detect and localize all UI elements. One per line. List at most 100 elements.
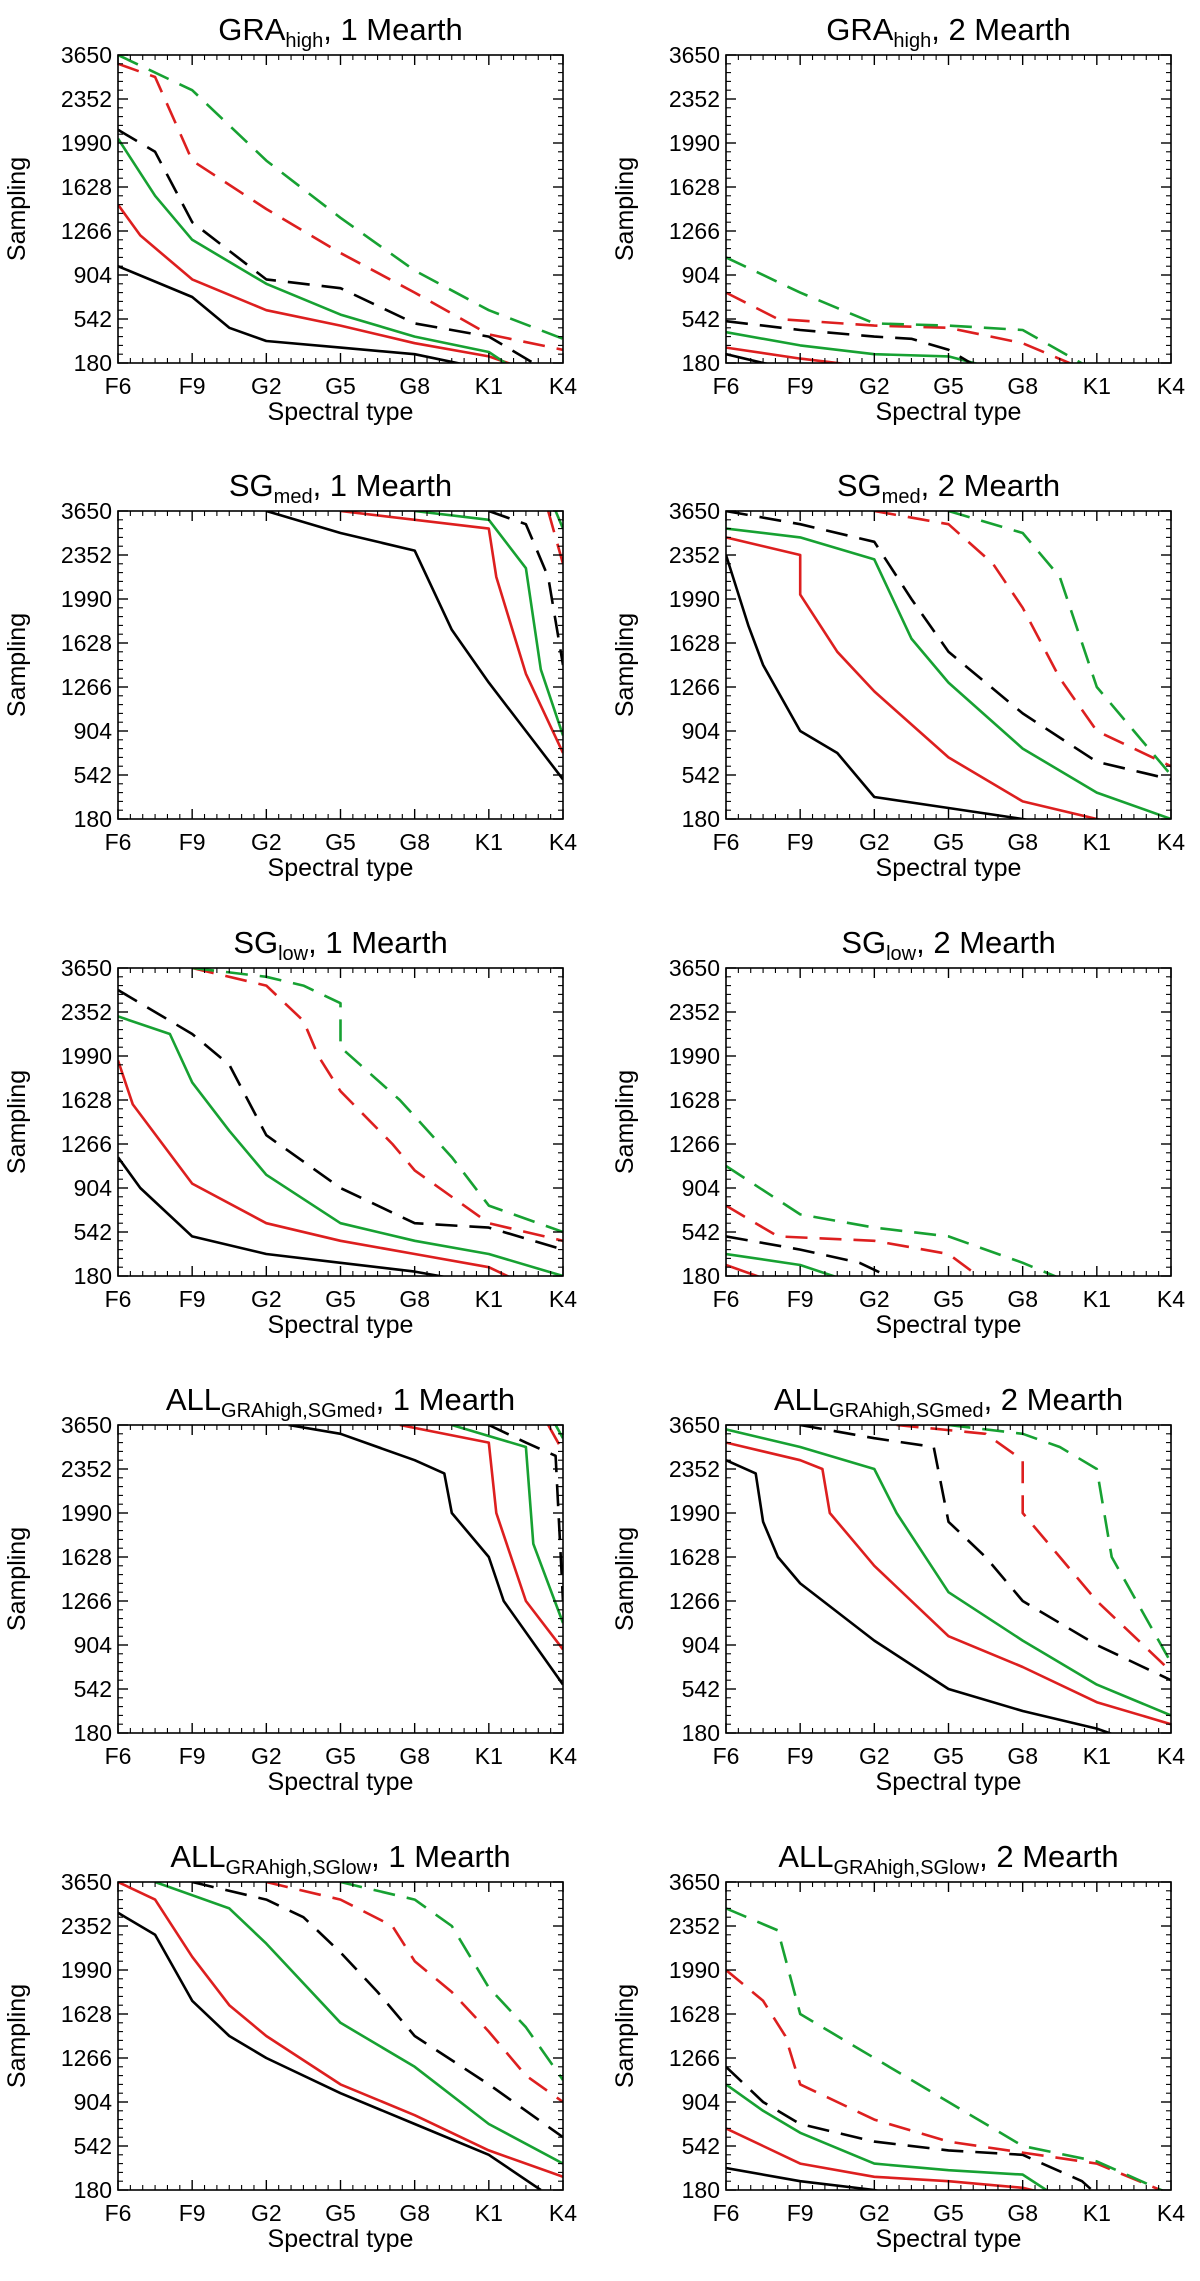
y-axis-label: Sampling (611, 1984, 639, 2088)
x-axis-label: Spectral type (268, 1311, 414, 1339)
series-black-solid (288, 1425, 563, 1686)
y-tick-label: 1628 (669, 1544, 720, 1570)
chart-title: ALLGRAhigh,SGlow, 1 Mearth (170, 1839, 510, 1879)
series-black-dashed (118, 128, 536, 363)
x-tick-label: K1 (475, 1286, 503, 1312)
title-main: ALL (166, 1382, 221, 1417)
y-tick-label: 542 (682, 2133, 720, 2159)
title-rest: , 1 Mearth (371, 1839, 511, 1874)
y-tick-label: 1266 (669, 1588, 720, 1614)
title-subscript: high (285, 30, 323, 52)
y-tick-label: 180 (74, 350, 112, 376)
series-red-solid (340, 511, 563, 754)
series-black-solid (118, 264, 464, 363)
series-black-dashed (799, 1425, 1171, 1682)
x-tick-label: F6 (713, 1286, 740, 1312)
x-tick-label: G8 (399, 373, 430, 399)
y-tick-label: 1990 (61, 1957, 112, 1983)
y-tick-label: 1990 (669, 1957, 720, 1983)
x-tick-label: G8 (1007, 1743, 1038, 1769)
x-tick-label: F9 (787, 1743, 814, 1769)
y-tick-label: 1628 (61, 2001, 112, 2027)
series-red-dashed (874, 511, 1171, 768)
series-red-dashed (726, 291, 1073, 363)
series-green-dashed (948, 511, 1171, 776)
y-tick-label: 2352 (669, 86, 720, 112)
title-rest: , 2 Mearth (916, 925, 1056, 960)
x-axis-label: Spectral type (876, 1311, 1022, 1339)
chart-panel-1: GRAhigh, 1 Mearth F6 F9 G2 G5 G8 K1 K4 3650 2352 1… (3, 12, 577, 426)
x-tick-label: G8 (1007, 2200, 1038, 2226)
plot-area (118, 968, 563, 1276)
title-subscript: med (882, 486, 921, 508)
x-tick-label: K4 (549, 829, 577, 855)
title-main: SG (233, 925, 278, 960)
y-tick-label: 1990 (61, 1043, 112, 1069)
x-tick-label: G2 (251, 1286, 282, 1312)
x-tick-label: F9 (179, 829, 206, 855)
chart-title: SGlow, 1 Mearth (233, 925, 447, 965)
x-tick-label: G2 (859, 2200, 890, 2226)
series-green-solid (118, 137, 508, 363)
series-black-solid (726, 554, 1031, 819)
y-tick-label: 1628 (669, 1087, 720, 1113)
y-tick-label: 1990 (61, 586, 112, 612)
x-tick-label: F9 (179, 1286, 206, 1312)
series-red-solid (118, 203, 512, 363)
y-tick-label: 1628 (61, 174, 112, 200)
y-tick-label: 2352 (669, 1913, 720, 1939)
y-tick-label: 1266 (61, 2045, 112, 2071)
chart-title: SGmed, 1 Mearth (229, 468, 452, 508)
x-tick-label: K1 (1083, 2200, 1111, 2226)
title-main: SG (229, 468, 274, 503)
series-black-dashed (191, 1882, 563, 2139)
y-tick-label: 542 (682, 1219, 720, 1245)
title-main: SG (837, 468, 882, 503)
y-axis-label: Sampling (3, 157, 31, 261)
y-tick-label: 3650 (669, 1412, 720, 1438)
plot-area (118, 1882, 563, 2190)
y-tick-label: 180 (682, 2177, 720, 2203)
x-tick-label: G8 (399, 2200, 430, 2226)
y-tick-label: 542 (74, 1676, 112, 1702)
x-tick-label: F9 (787, 829, 814, 855)
x-tick-label: K1 (1083, 1743, 1111, 1769)
x-tick-label: K1 (1083, 373, 1111, 399)
y-tick-label: 3650 (61, 1412, 112, 1438)
series-green-solid (726, 1252, 838, 1276)
plot-frame (725, 1881, 1172, 2191)
y-tick-label: 1990 (61, 130, 112, 156)
y-tick-label: 1990 (669, 130, 720, 156)
chart-title: ALLGRAhigh,SGmed, 1 Mearth (166, 1382, 515, 1422)
x-tick-label: G8 (1007, 1286, 1038, 1312)
series-black-dashed (726, 511, 1171, 781)
x-tick-label: F6 (105, 829, 132, 855)
y-tick-label: 542 (74, 762, 112, 788)
series-red-dashed (191, 968, 563, 1243)
y-tick-label: 1990 (669, 586, 720, 612)
y-tick-label: 180 (682, 1720, 720, 1746)
title-main: ALL (170, 1839, 225, 1874)
y-tick-label: 3650 (669, 498, 720, 524)
x-tick-label: K4 (549, 1743, 577, 1769)
x-tick-label: F6 (105, 2200, 132, 2226)
chart-title: SGmed, 2 Mearth (837, 468, 1060, 508)
series-red-solid (726, 536, 1103, 819)
series-green-solid (726, 2083, 1049, 2190)
y-tick-label: 904 (74, 2089, 113, 2115)
y-tick-label: 904 (74, 1632, 113, 1658)
title-subscript: GRAhigh,SGlow (833, 1857, 979, 1879)
series-green-solid (726, 330, 980, 363)
y-tick-label: 542 (74, 2133, 112, 2159)
y-tick-label: 1990 (61, 1500, 112, 1526)
y-tick-label: 1266 (61, 674, 112, 700)
title-main: GRA (218, 12, 286, 47)
x-tick-label: G5 (933, 373, 964, 399)
chart-panel-9: ALLGRAhigh,SGlow, 1 Mearth F6 F9 G2 G5 G8 K1 K4… (3, 1839, 577, 2253)
y-tick-label: 542 (74, 306, 112, 332)
y-tick-label: 3650 (61, 955, 112, 981)
y-tick-label: 1628 (61, 630, 112, 656)
x-tick-label: G8 (399, 829, 430, 855)
series-green-solid (154, 1882, 563, 2165)
